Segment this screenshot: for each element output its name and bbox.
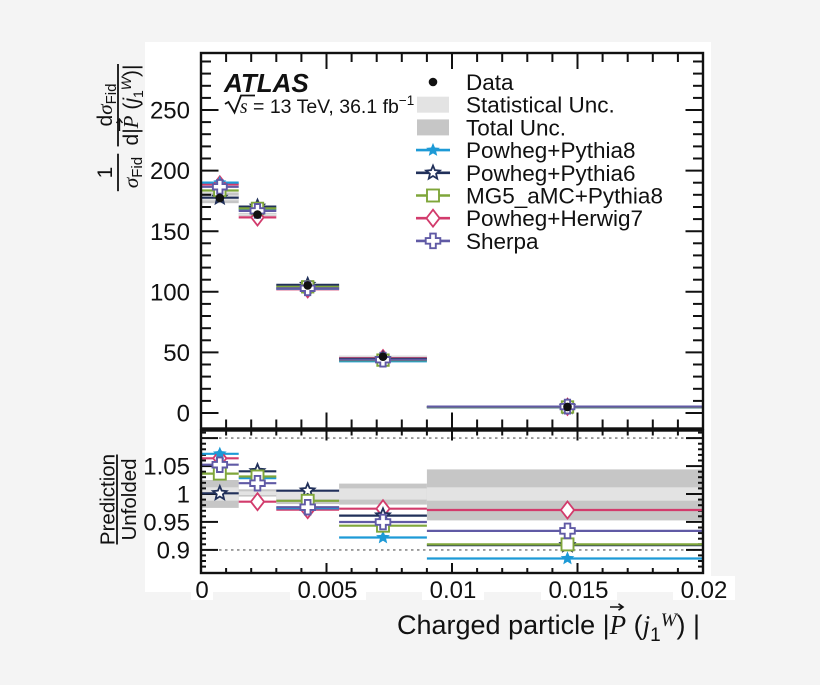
svg-text:50: 50 [163,340,190,367]
svg-text:100: 100 [150,279,190,306]
svg-text:ATLAS: ATLAS [223,68,309,98]
svg-text:0.9: 0.9 [157,538,190,565]
svg-text:s = 13 TeV, 36.1 fb−1: s = 13 TeV, 36.1 fb−1 [240,93,414,118]
svg-text:0.02: 0.02 [681,577,728,604]
svg-text:Sherpa: Sherpa [466,229,539,254]
svg-text:σFid: σFid [119,157,146,188]
svg-text:Powheg+Pythia6: Powheg+Pythia6 [466,161,636,186]
svg-text:d|P (j1W)|: d|P (j1W)| [118,65,146,146]
svg-text:0.005: 0.005 [297,577,357,604]
svg-text:150: 150 [150,219,190,246]
svg-text:0: 0 [195,577,208,604]
svg-text:dσFid: dσFid [93,84,120,127]
svg-text:200: 200 [150,158,190,185]
svg-text:250: 250 [150,98,190,125]
svg-text:0.95: 0.95 [143,510,190,537]
svg-text:0: 0 [177,401,190,428]
svg-text:Powheg+Pythia8: Powheg+Pythia8 [466,138,636,163]
svg-text:1.05: 1.05 [143,454,190,481]
svg-text:Total Unc.: Total Unc. [466,115,566,140]
svg-text:Powheg+Herwig7: Powheg+Herwig7 [466,206,643,231]
svg-text:1: 1 [94,167,117,179]
svg-text:0.015: 0.015 [548,577,608,604]
svg-text:Prediction: Prediction [97,454,120,545]
svg-text:Unfolded: Unfolded [118,458,141,540]
svg-text:Data: Data [466,70,514,95]
svg-text:1: 1 [177,482,190,509]
svg-text:0.01: 0.01 [430,577,477,604]
svg-text:MG5_aMC+Pythia8: MG5_aMC+Pythia8 [466,184,663,209]
svg-text:Statistical Unc.: Statistical Unc. [466,93,615,118]
